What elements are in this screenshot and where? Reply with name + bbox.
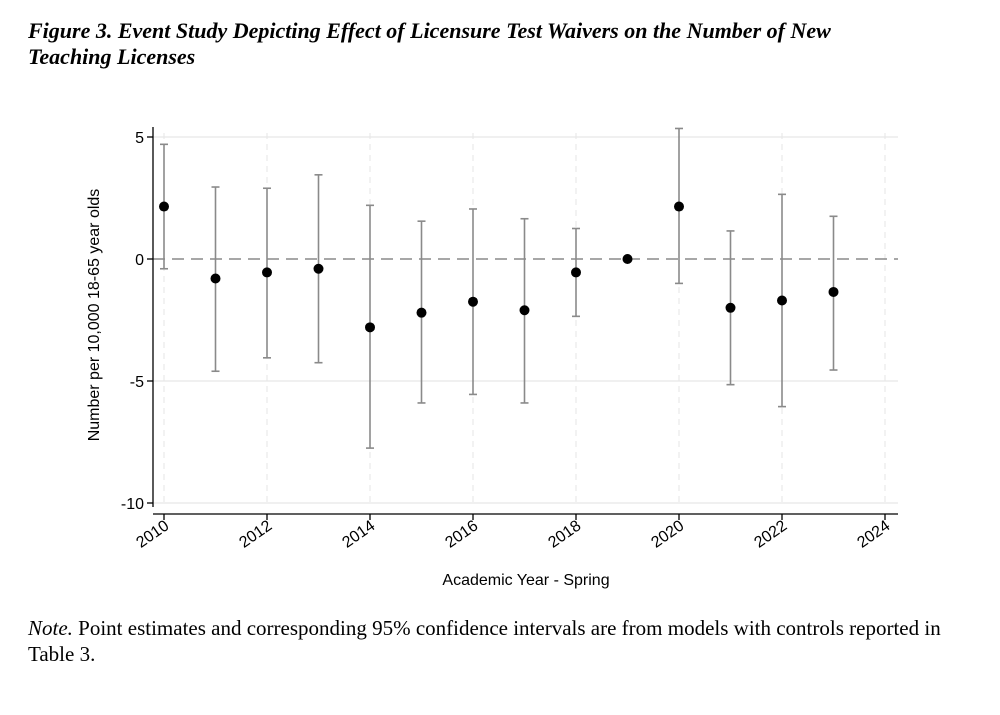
point-estimate [159, 201, 169, 212]
x-tick-label: 2016 [442, 517, 481, 551]
x-tick-label: 2018 [545, 517, 584, 551]
y-tick-label: 5 [135, 130, 144, 147]
grid-layer [153, 133, 898, 507]
point-estimate [725, 302, 736, 313]
x-tick-label: 2024 [854, 517, 893, 551]
figure-title-line-2: Teaching Licenses [28, 44, 196, 69]
tick-label-layer: 5 0 -5 -10 2010 2012 2014 2016 2018 2020 2022 2024 [121, 130, 894, 552]
figure-title: Figure 3. Event Study Depicting Effect o… [28, 18, 968, 70]
point-estimate [313, 263, 324, 274]
point-estimate [777, 295, 787, 306]
x-axis-title: Academic Year - Spring [442, 572, 609, 589]
point-estimate [674, 201, 684, 212]
point-estimate [210, 273, 221, 284]
y-tick-label: 0 [135, 252, 144, 269]
note-label: Note. [28, 616, 73, 640]
point-estimate [622, 254, 633, 264]
point-estimate [262, 267, 272, 278]
figure-title-line-1: Figure 3. Event Study Depicting Effect o… [28, 18, 831, 43]
point-estimate-layer [159, 201, 839, 333]
figure-note: Note. Point estimates and corresponding … [28, 615, 978, 667]
confidence-interval-layer [160, 127, 838, 449]
x-tick-label: 2022 [751, 517, 790, 551]
point-estimate [828, 286, 839, 297]
y-tick-label: -10 [121, 496, 144, 513]
x-tick-label: 2020 [648, 517, 687, 551]
point-estimate [365, 322, 375, 333]
x-tick-label: 2014 [339, 517, 378, 551]
y-axis-title: Number per 10,000 18-65 year olds [86, 189, 103, 442]
axis-layer [147, 127, 898, 520]
point-estimate [519, 305, 530, 316]
point-estimate [468, 296, 478, 307]
point-estimate [571, 267, 581, 278]
x-tick-label: 2012 [236, 517, 275, 551]
x-tick-label: 2010 [133, 517, 172, 551]
point-estimate [416, 307, 427, 318]
y-tick-label: -5 [130, 374, 144, 391]
note-text: Point estimates and corresponding 95% co… [28, 616, 941, 666]
